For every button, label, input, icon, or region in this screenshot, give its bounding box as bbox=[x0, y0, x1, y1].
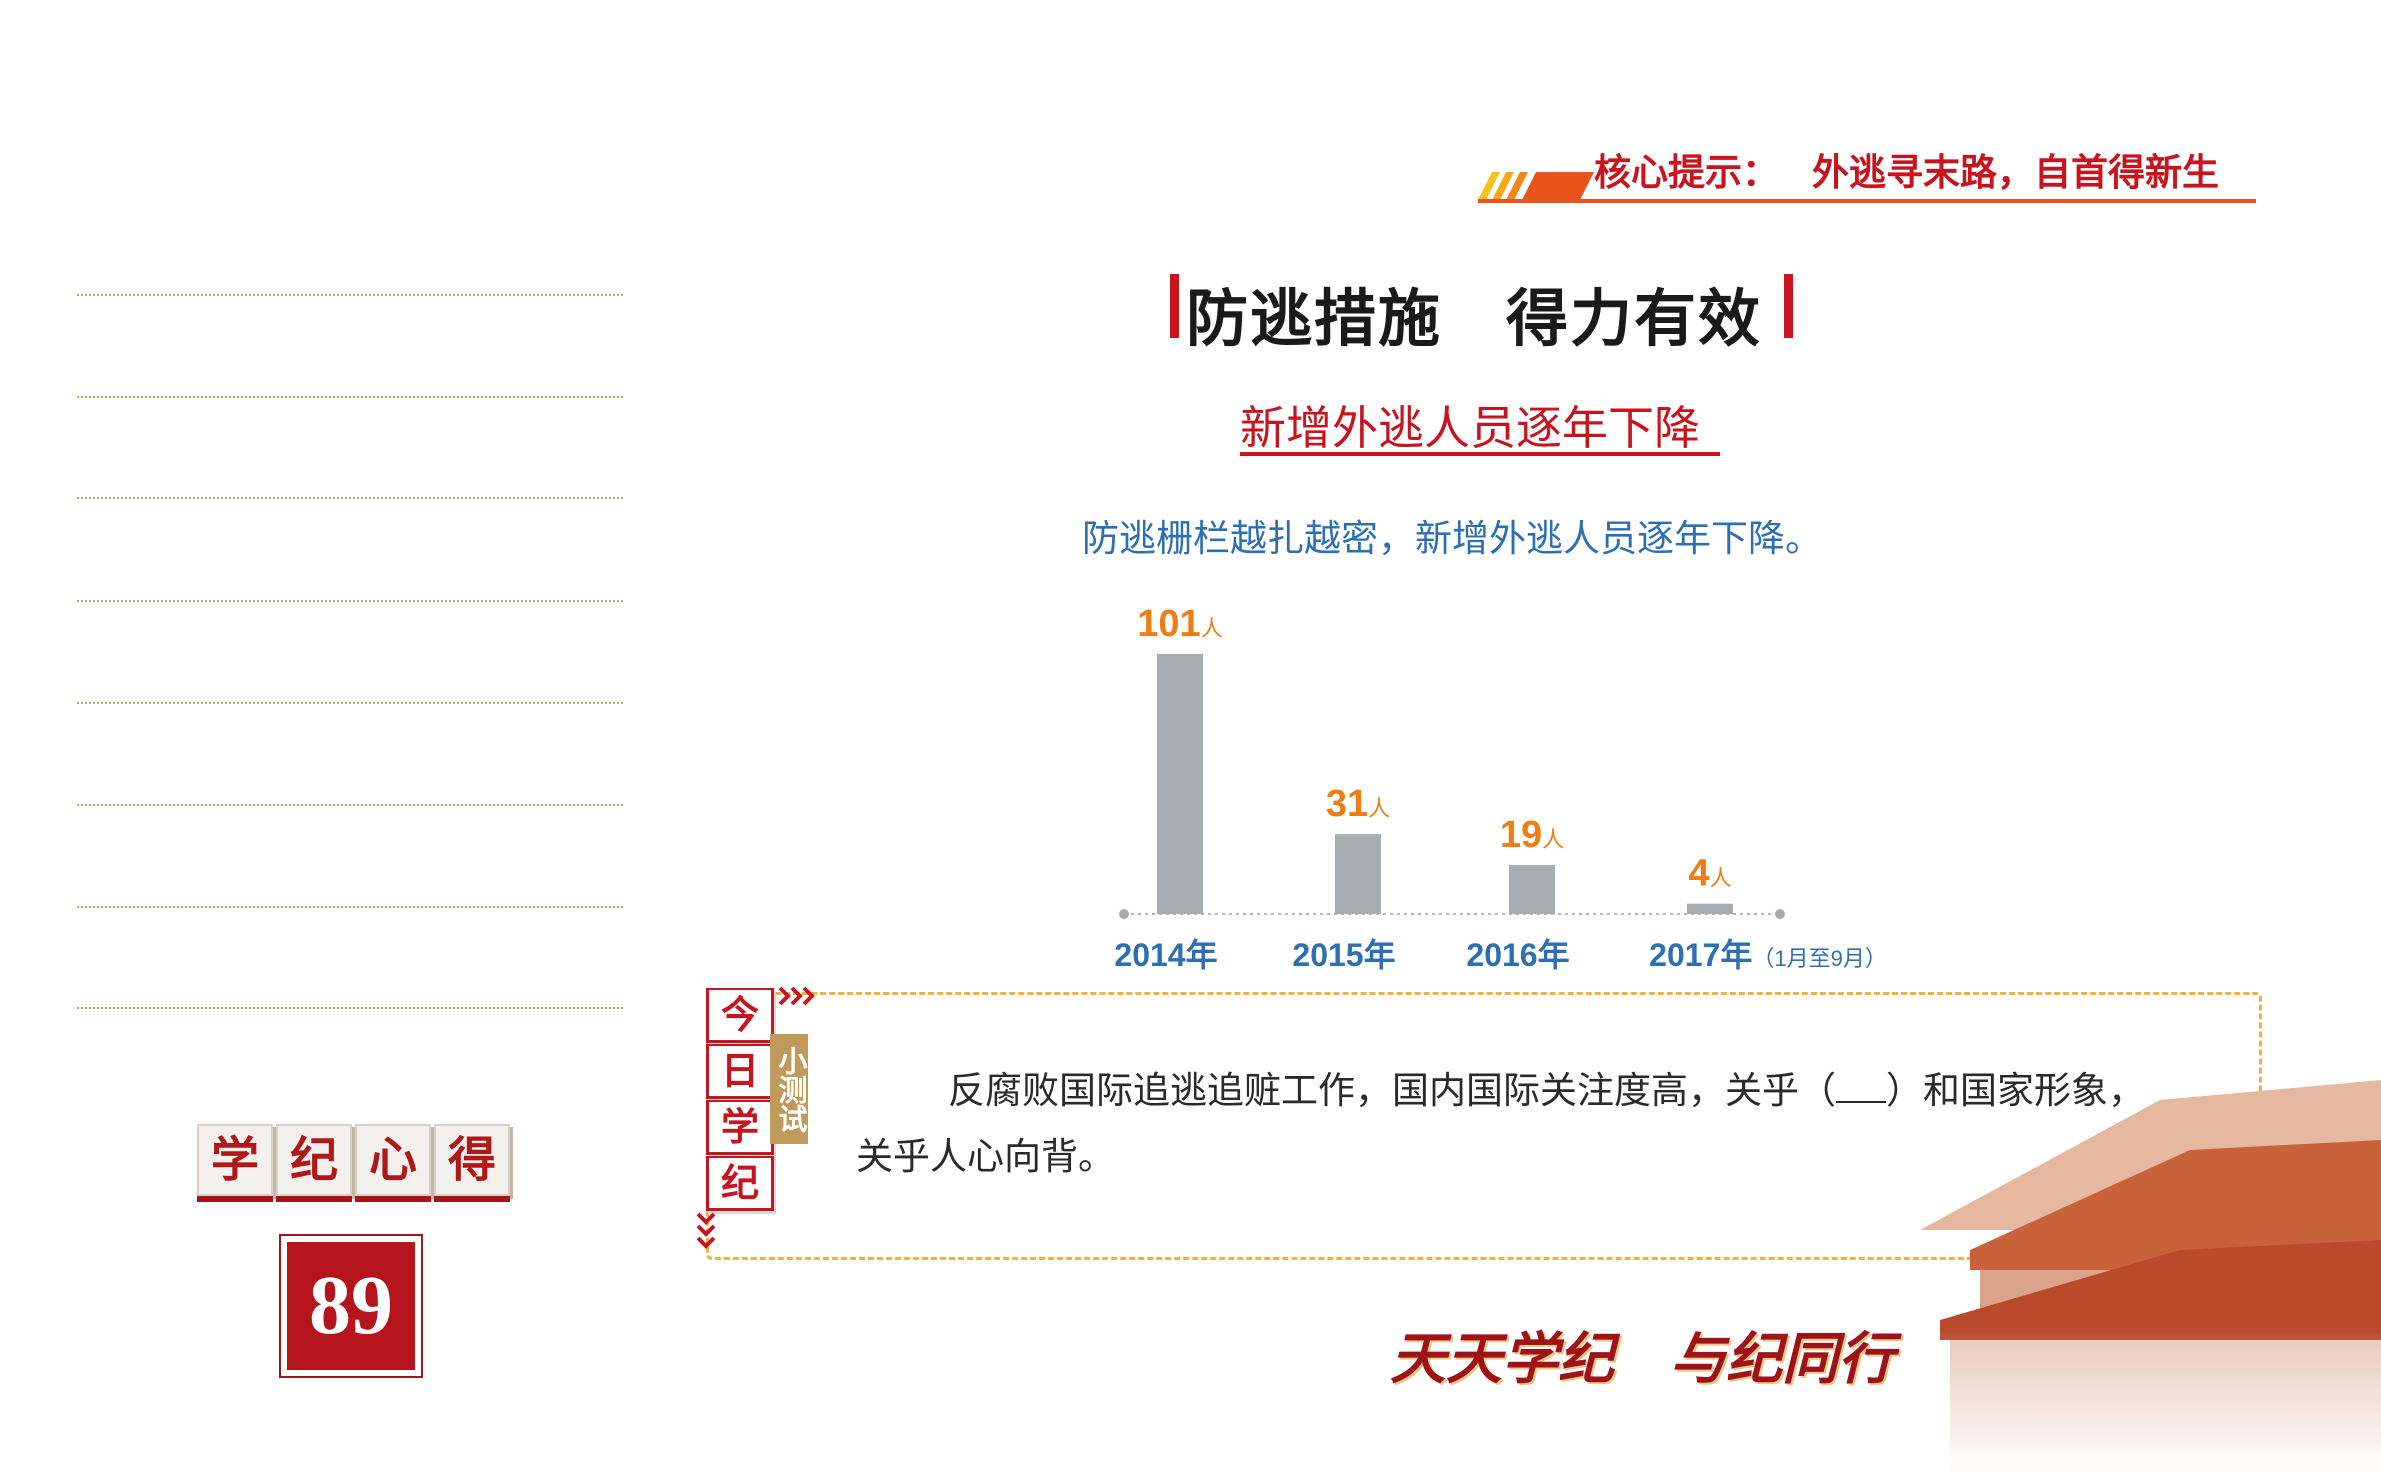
quiz-text-before: 反腐败国际追逃追赃工作，国内国际关注度高，关乎（ bbox=[948, 1069, 1836, 1112]
stamp-char: 学 bbox=[197, 1124, 273, 1202]
title-bar-left bbox=[1170, 274, 1179, 338]
bar-chart: 101人 2014年 31人 2015年 19人 2016年 4人 2017年（1月至9月） bbox=[1114, 603, 1887, 973]
quiz-tab: 日 bbox=[706, 1044, 774, 1099]
bar-value-label: 31人 bbox=[1326, 783, 1390, 825]
note-line bbox=[77, 702, 623, 704]
hint-rule bbox=[1478, 199, 2256, 203]
category-label: 2014年 bbox=[1114, 937, 1217, 973]
note-line bbox=[77, 1007, 623, 1009]
axis-end-dot bbox=[1775, 909, 1785, 919]
quiz-text-after: ）和国家形象，关乎人心向背。 bbox=[856, 1069, 2145, 1178]
hint-text: 外逃寻末路，自首得新生 bbox=[1812, 151, 2219, 194]
note-line bbox=[77, 804, 623, 806]
chevron-right-icon bbox=[778, 986, 815, 1006]
chart-title-underline bbox=[1240, 452, 1720, 456]
category-label: 2016年 bbox=[1466, 937, 1569, 973]
hint-label: 核心提示： bbox=[1594, 151, 1779, 194]
section-title: 防逃措施 得力有效 bbox=[1186, 282, 1763, 355]
answer-blank[interactable] bbox=[1836, 1069, 1886, 1103]
quiz-tab: 纪 bbox=[706, 1156, 774, 1211]
stamp-char: 心 bbox=[355, 1124, 431, 1202]
chevron-down-icon bbox=[696, 1212, 716, 1249]
stamp-char: 纪 bbox=[276, 1124, 352, 1202]
bar-value-label: 101人 bbox=[1137, 603, 1222, 645]
chart-title: 新增外逃人员逐年下降 bbox=[1240, 401, 1700, 455]
bar-value-label: 19人 bbox=[1500, 814, 1564, 856]
bar-value-label: 4人 bbox=[1688, 853, 1731, 895]
category-label: 2015年 bbox=[1292, 937, 1395, 973]
note-line bbox=[77, 396, 623, 398]
stamp-char: 得 bbox=[434, 1124, 510, 1202]
page-number-box: 89 bbox=[279, 1234, 423, 1378]
note-line bbox=[77, 497, 623, 499]
bar bbox=[1687, 903, 1733, 914]
title-bar-right bbox=[1784, 274, 1793, 338]
note-line bbox=[77, 294, 623, 296]
quiz-question: 反腐败国际追逃追赃工作，国内国际关注度高，关乎（ ）和国家形象，关乎人心向背。 bbox=[856, 1058, 2176, 1190]
axis-start-dot bbox=[1119, 909, 1129, 919]
bar bbox=[1509, 865, 1555, 914]
slogan: 天天学纪 与纪同行 bbox=[1390, 1326, 1894, 1392]
category-label: 2017年（1月至9月） bbox=[1649, 937, 1887, 973]
chart-subtitle: 防逃栅栏越扎越密，新增外逃人员逐年下降。 bbox=[1082, 517, 1822, 560]
quiz-tab: 学 bbox=[706, 1100, 774, 1155]
bar bbox=[1157, 654, 1203, 914]
hint-stripes-decoration bbox=[1478, 172, 1594, 200]
note-line bbox=[77, 600, 623, 602]
page-number: 89 bbox=[287, 1242, 415, 1370]
bar bbox=[1335, 834, 1381, 914]
quiz-side-label: 小测试 bbox=[770, 1034, 808, 1144]
gate-building-image bbox=[1860, 1080, 2381, 1474]
quiz-tab: 今 bbox=[706, 988, 774, 1043]
note-line bbox=[77, 906, 623, 908]
